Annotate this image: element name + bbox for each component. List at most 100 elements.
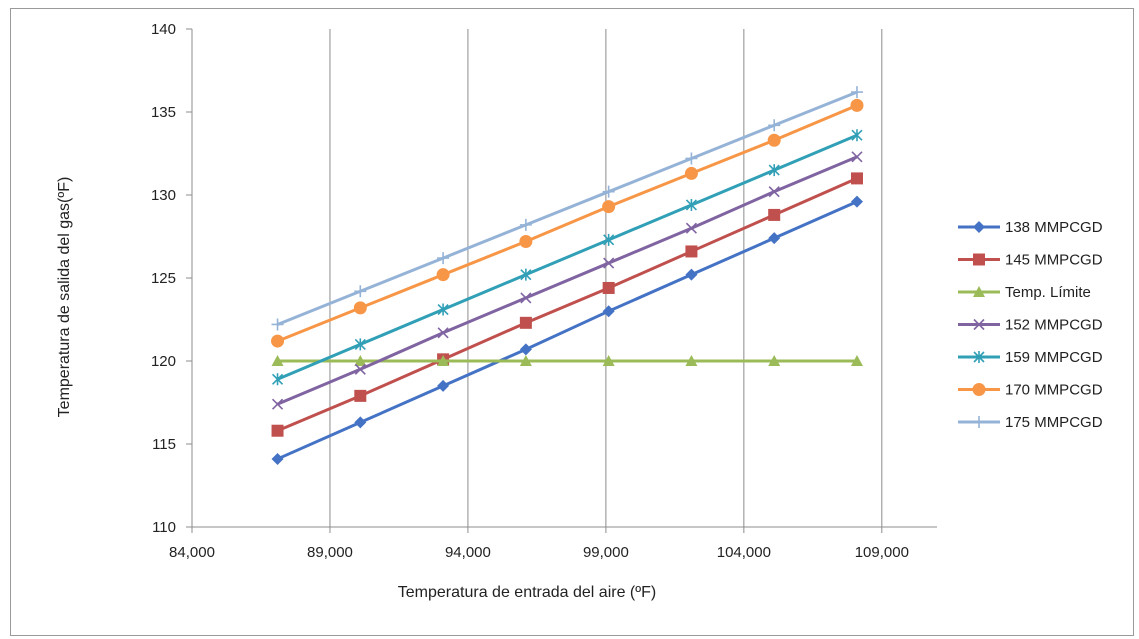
data-point	[684, 166, 698, 180]
data-point	[271, 398, 284, 410]
data-point	[519, 343, 532, 356]
y-tick-label: 115	[152, 436, 176, 453]
legend-entry: 152 MMPCGD	[958, 317, 1103, 334]
data-point	[768, 232, 781, 245]
data-point	[602, 305, 615, 318]
data-point	[851, 151, 863, 163]
data-point	[685, 222, 697, 234]
x-tick-label: 104,000	[717, 544, 771, 561]
y-tick-label: 135	[151, 104, 176, 121]
data-point	[602, 200, 616, 214]
y-tick-label: 140	[151, 21, 176, 38]
data-point	[354, 363, 366, 375]
series-line	[276, 90, 858, 326]
legend-marker	[973, 286, 985, 297]
data-point	[685, 355, 698, 366]
legend-entry: 159 MMPCGD	[958, 349, 1103, 366]
legend-label: 145 MMPCGD	[1005, 252, 1103, 269]
data-point	[437, 355, 450, 366]
x-tick-label: 84,000	[169, 544, 215, 561]
data-point	[768, 119, 781, 132]
series-line	[276, 177, 858, 433]
series-170-mmpcgd	[271, 98, 864, 348]
series-line	[276, 133, 858, 381]
data-point	[271, 373, 284, 386]
data-point	[685, 152, 698, 165]
series-152-mmpcgd	[271, 151, 863, 410]
data-point	[850, 355, 863, 366]
data-point	[603, 233, 615, 246]
legend-marker	[973, 318, 985, 331]
legend-label: 159 MMPCGD	[1005, 349, 1103, 366]
data-point	[354, 416, 367, 429]
data-point	[850, 195, 863, 208]
data-point	[271, 452, 284, 465]
data-point	[354, 338, 366, 351]
y-tick-label: 125	[151, 270, 176, 287]
series-line	[276, 103, 858, 343]
data-point	[271, 318, 284, 331]
data-point	[520, 268, 532, 281]
legend-label: 170 MMPCGD	[1005, 382, 1103, 399]
legend-entry: Temp. Límite	[958, 284, 1091, 301]
legend-label: 138 MMPCGD	[1005, 219, 1103, 236]
data-point	[354, 355, 367, 366]
data-point	[271, 334, 285, 348]
chart-frame	[10, 8, 1134, 636]
x-tick-label: 99,000	[583, 544, 629, 561]
y-tick-label: 110	[152, 519, 176, 536]
data-point	[437, 327, 449, 339]
data-point	[602, 281, 615, 294]
legend-marker	[973, 416, 985, 428]
data-point	[520, 292, 532, 304]
data-point	[271, 355, 284, 366]
x-tick-label: 94,000	[445, 544, 491, 561]
data-point	[437, 303, 449, 316]
series-159-mmpcgd	[271, 129, 863, 386]
data-point	[768, 164, 780, 177]
legend-marker	[973, 221, 985, 233]
series-line	[276, 155, 858, 406]
x-tick-label: 89,000	[307, 544, 353, 561]
legend-label: 152 MMPCGD	[1005, 317, 1103, 334]
series-group	[271, 86, 864, 465]
data-point	[519, 316, 532, 329]
series-line	[276, 200, 858, 461]
series-175-mmpcgd	[271, 86, 863, 331]
y-tick-label: 130	[151, 187, 176, 204]
legend-label: 175 MMPCGD	[1005, 414, 1103, 431]
x-tick-label: 109,000	[855, 544, 909, 561]
data-point	[603, 257, 615, 269]
axes: 110 115 120 125 130 135 140 84,000 89,000 94,000 9…	[151, 21, 937, 561]
data-point	[602, 355, 615, 366]
data-point	[437, 379, 450, 392]
data-point	[767, 133, 781, 147]
data-point	[685, 245, 698, 258]
legend-marker	[973, 351, 985, 363]
data-point	[519, 218, 532, 231]
data-point	[685, 198, 697, 211]
series-temp-l-mite	[271, 355, 863, 366]
y-axis-title: Temperatura de salida del gas(ºF)	[56, 177, 73, 418]
x-axis-title: Temperatura de entrada del aire (ºF)	[398, 584, 656, 601]
y-tick-label: 120	[151, 353, 176, 370]
legend-marker	[972, 383, 986, 396]
data-point	[602, 185, 615, 198]
legend-entry: 175 MMPCGD	[958, 414, 1103, 431]
data-point	[437, 252, 450, 265]
data-point	[685, 268, 698, 281]
legend-marker	[973, 253, 985, 266]
data-point	[353, 301, 367, 315]
data-point	[519, 355, 532, 366]
data-point	[354, 285, 367, 298]
legend-entry: 138 MMPCGD	[958, 219, 1103, 236]
legend-label: Temp. Límite	[1005, 284, 1091, 301]
data-point	[436, 268, 450, 282]
data-point	[768, 208, 781, 221]
data-point	[768, 186, 780, 198]
data-point	[850, 98, 864, 112]
legend-entry: 170 MMPCGD	[958, 382, 1103, 399]
data-point	[271, 424, 284, 437]
data-point	[851, 129, 863, 142]
